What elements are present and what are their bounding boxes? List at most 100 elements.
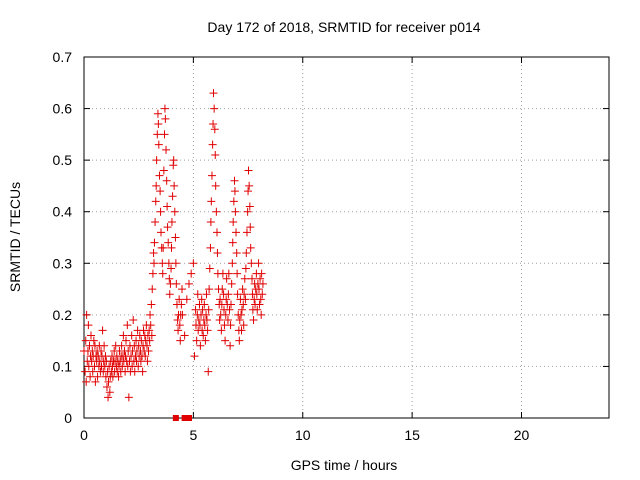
data-point [206, 243, 215, 252]
data-point [167, 243, 176, 252]
data-point [192, 336, 201, 345]
data-point [232, 248, 241, 257]
data-point [213, 228, 221, 237]
data-point [89, 336, 98, 345]
data-point [143, 357, 152, 366]
data-point [164, 238, 173, 247]
data-point [86, 372, 95, 381]
data-point [122, 336, 130, 345]
data-point [246, 243, 255, 252]
data-point [151, 218, 160, 227]
data-point [257, 269, 266, 278]
data-point [162, 145, 171, 154]
data-point [163, 202, 172, 211]
data-point [237, 310, 246, 319]
data-point [170, 181, 179, 190]
data-point [88, 367, 97, 376]
data-point [102, 383, 111, 392]
data-points [80, 89, 267, 421]
data-point [211, 150, 220, 159]
data-point [207, 171, 216, 180]
data-point [230, 187, 239, 196]
data-point [247, 259, 256, 268]
data-point [217, 326, 226, 335]
data-point [180, 331, 189, 340]
data-point [154, 140, 163, 149]
data-point [202, 290, 211, 299]
data-point [227, 300, 235, 309]
data-point [93, 372, 102, 381]
data-point [150, 259, 158, 268]
data-point [224, 290, 233, 299]
data-point [241, 264, 250, 273]
data-point [228, 259, 237, 268]
data-point [221, 336, 230, 345]
data-point [209, 120, 218, 129]
data-point [226, 341, 235, 350]
data-point [189, 259, 198, 268]
data-point [249, 316, 258, 325]
data-point [153, 109, 162, 118]
data-point [203, 326, 212, 335]
data-point [144, 346, 153, 355]
data-point [225, 305, 234, 314]
data-point [202, 316, 211, 325]
data-point [245, 181, 254, 190]
data-point [173, 316, 182, 325]
data-point [238, 285, 247, 294]
data-point [242, 248, 251, 257]
data-point [151, 197, 160, 206]
data-point [162, 176, 171, 185]
data-point [175, 295, 184, 304]
data-point [104, 393, 113, 402]
data-point [165, 274, 174, 283]
data-point [212, 207, 221, 216]
data-point [141, 352, 150, 361]
data-point [245, 202, 254, 211]
data-point [197, 295, 206, 304]
data-point [237, 326, 246, 335]
data-point [152, 181, 161, 190]
zero-marker [172, 415, 179, 421]
data-point [134, 362, 143, 371]
data-point [232, 228, 241, 237]
data-point [244, 166, 253, 175]
data-point [155, 171, 164, 180]
data-point [84, 321, 93, 330]
data-point [147, 331, 156, 340]
data-point [147, 300, 156, 309]
data-point [243, 207, 252, 216]
data-point [205, 285, 214, 294]
data-point [237, 305, 246, 314]
data-point [199, 331, 208, 340]
data-point [187, 269, 196, 278]
x-axis-title: GPS time / hours [291, 457, 398, 473]
data-point [204, 367, 213, 376]
data-point [200, 321, 209, 330]
data-point [248, 274, 256, 283]
data-point [205, 264, 214, 273]
data-point [123, 321, 132, 330]
data-point [221, 310, 230, 319]
data-point [146, 321, 155, 330]
data-point [239, 321, 248, 330]
data-point [218, 285, 227, 294]
data-point [191, 305, 200, 314]
data-point [200, 300, 209, 309]
data-point [97, 346, 106, 355]
data-point [171, 259, 180, 268]
data-point [254, 259, 263, 268]
data-point [165, 290, 174, 299]
data-point [258, 279, 267, 288]
data-point [124, 393, 133, 402]
data-point [213, 248, 222, 257]
axis-ticks [83, 56, 609, 419]
data-point [244, 187, 253, 196]
data-point [233, 269, 242, 278]
data-point [159, 166, 168, 175]
y-tick-label: 0.5 [53, 152, 73, 168]
data-point [156, 207, 165, 216]
data-point [239, 300, 248, 309]
data-point [223, 316, 232, 325]
